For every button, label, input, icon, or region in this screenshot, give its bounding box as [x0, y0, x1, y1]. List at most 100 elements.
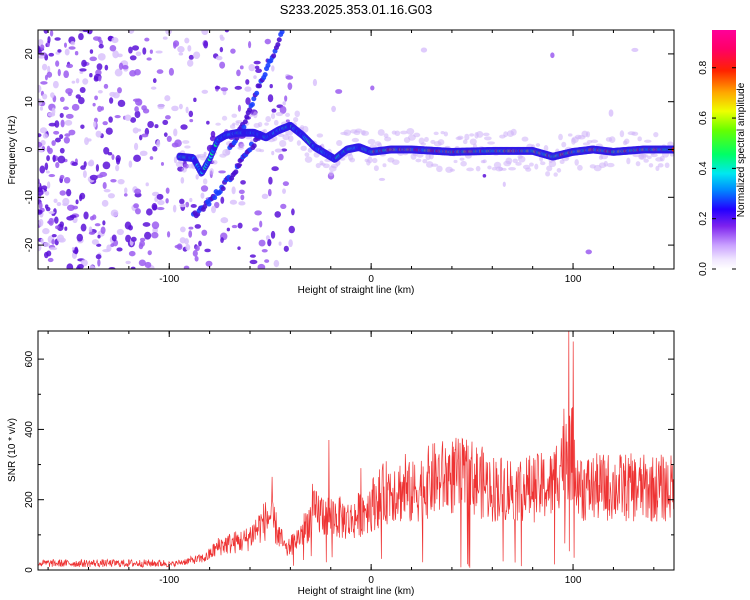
- ridge-halo: [466, 167, 474, 172]
- noise-blob: [48, 52, 55, 57]
- noise-blob: [59, 221, 64, 228]
- upper-branch-mark: [244, 114, 250, 120]
- noise-blob: [211, 205, 217, 214]
- noise-blob: [220, 87, 229, 92]
- ridge-halo: [377, 129, 385, 136]
- ridge-halo: [372, 157, 378, 164]
- noise-blob: [117, 99, 126, 108]
- noise-blob: [42, 133, 49, 139]
- ridge-halo: [643, 139, 652, 143]
- ridge-halo: [637, 136, 642, 142]
- noise-blob: [71, 80, 76, 84]
- colorbar-tick-label: 0.8: [698, 60, 709, 74]
- noise-blob: [188, 226, 194, 230]
- noise-blob: [248, 41, 252, 49]
- noise-blob: [55, 60, 60, 67]
- noise-blob: [147, 250, 152, 256]
- noise-blob: [157, 199, 165, 206]
- noise-blob: [51, 234, 57, 238]
- noise-blob: [112, 50, 119, 59]
- noise-blob: [102, 220, 106, 226]
- noise-blob: [111, 37, 119, 44]
- noise-blob: [60, 119, 65, 128]
- noise-blob: [187, 59, 194, 67]
- noise-blob: [42, 93, 48, 100]
- ridge-halo: [199, 155, 208, 161]
- ridge-halo: [443, 131, 449, 137]
- noise-blob: [130, 236, 137, 242]
- lower-branch-mark: [212, 195, 218, 201]
- noise-blob: [114, 68, 123, 77]
- noise-blob: [239, 65, 244, 70]
- ridge-halo: [548, 160, 557, 168]
- noise-blob: [46, 155, 50, 162]
- ridge-halo: [275, 112, 284, 117]
- noise-blob: [267, 94, 274, 103]
- ridge-halo: [631, 131, 639, 136]
- noise-blob: [165, 187, 170, 194]
- ridge-halo: [626, 157, 631, 165]
- noise-blob: [151, 221, 160, 230]
- upper-branch-mark: [254, 90, 260, 96]
- noise-blob: [92, 36, 101, 41]
- noise-blob: [117, 178, 125, 185]
- ridge-halo: [635, 161, 641, 167]
- noise-blob: [128, 250, 136, 257]
- noise-blob: [42, 228, 50, 235]
- noise-blob: [188, 230, 193, 238]
- upper-branch-mark: [271, 53, 277, 59]
- noise-blob: [41, 63, 48, 71]
- noise-blob: [378, 177, 386, 181]
- noise-blob: [94, 95, 98, 101]
- ridge-halo: [273, 119, 279, 126]
- noise-blob: [185, 243, 191, 251]
- ridge-halo: [460, 160, 467, 167]
- noise-blob: [46, 181, 51, 189]
- ridge-halo: [459, 157, 465, 161]
- ridge-halo: [415, 158, 422, 163]
- noise-blob: [114, 115, 121, 119]
- noise-blob: [183, 265, 190, 269]
- noise-blob: [38, 189, 44, 196]
- noise-blob: [204, 248, 211, 253]
- y-tick-label: -20: [24, 237, 35, 252]
- noise-blob: [219, 34, 224, 39]
- ridge-halo: [288, 135, 294, 143]
- noise-blob: [69, 214, 77, 219]
- noise-blob: [156, 207, 165, 211]
- noise-blob: [46, 250, 52, 257]
- ridge-halo: [184, 145, 191, 149]
- noise-blob: [115, 157, 121, 165]
- noise-blob: [74, 246, 79, 255]
- noise-blob: [44, 162, 49, 171]
- noise-blob: [135, 51, 142, 57]
- noise-blob: [154, 124, 159, 129]
- noise-blob: [109, 97, 114, 104]
- noise-blob: [282, 181, 290, 187]
- noise-blob: [131, 45, 140, 51]
- ridge-halo: [412, 152, 418, 157]
- noise-blob: [94, 223, 101, 227]
- noise-blob: [76, 233, 84, 242]
- noise-blob: [46, 71, 53, 78]
- ridge-halo: [553, 172, 558, 177]
- noise-blob: [124, 187, 128, 194]
- noise-blob: [63, 42, 67, 48]
- noise-blob: [193, 97, 197, 103]
- ridge-halo: [475, 165, 481, 172]
- lower-branch-mark: [236, 163, 242, 169]
- noise-blob: [45, 206, 51, 212]
- ridge-halo: [270, 112, 276, 120]
- noise-blob: [130, 117, 137, 123]
- figure-title: S233.2025.353.01.16.G03: [280, 2, 433, 17]
- noise-blob: [80, 223, 87, 232]
- snr-plot-area: [38, 331, 674, 570]
- noise-blob: [156, 140, 161, 148]
- noise-blob: [180, 124, 188, 130]
- noise-blob: [240, 180, 246, 185]
- colorbar-tick-label: 0.6: [698, 111, 709, 125]
- noise-blob: [102, 161, 111, 170]
- noise-blob: [64, 133, 71, 137]
- noise-blob: [271, 65, 275, 72]
